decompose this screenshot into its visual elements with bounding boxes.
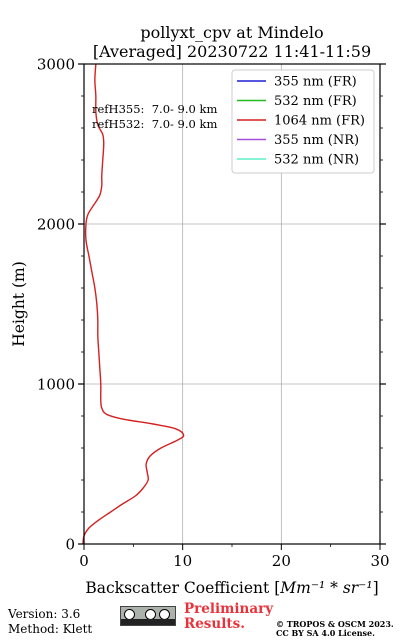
cc-license-icon <box>120 606 176 626</box>
y-axis-label: Height (m) <box>10 261 28 347</box>
x-axis-label: Backscatter Coefficient [Mm⁻¹ * sr⁻¹] <box>85 579 378 597</box>
y-tick-label: 3000 <box>37 56 75 74</box>
legend-entry-label: 355 nm (FR) <box>274 75 357 90</box>
preliminary-line1: Preliminary <box>184 601 274 617</box>
series-layer <box>82 63 185 545</box>
axis-ticks <box>78 63 386 550</box>
chart-title-line1: pollyxt_cpv at Mindelo <box>140 23 323 42</box>
x-axis-label-suffix: ] <box>373 579 379 597</box>
copyright-line1: © TROPOS & OSCM 2023. <box>276 619 394 629</box>
version-text: Version: 3.6 <box>8 607 81 621</box>
copyright-line2: CC BY SA 4.0 License. <box>276 628 375 638</box>
tick-labels: 0 10 20 30 0 1000 2000 3000 <box>37 56 390 571</box>
x-tick-label: 20 <box>272 552 291 570</box>
x-tick-label: 0 <box>79 552 89 570</box>
copyright-text: © TROPOS & OSCM 2023. CC BY SA 4.0 Licen… <box>276 620 394 638</box>
y-tick-label: 1000 <box>37 376 75 394</box>
y-tick-label: 2000 <box>37 216 75 234</box>
y-tick-label: 0 <box>65 536 75 554</box>
x-axis-label-prefix: Backscatter Coefficient [ <box>85 579 280 597</box>
x-tick-label: 30 <box>370 552 389 570</box>
legend-entry-label: 355 nm (NR) <box>274 133 359 148</box>
x-tick-label: 10 <box>173 552 192 570</box>
legend-entry-label: 1064 nm (FR) <box>274 114 365 129</box>
annotation-refh532: refH532: 7.0- 9.0 km <box>92 117 217 131</box>
legend-entry-label: 532 nm (FR) <box>274 94 357 109</box>
annotation-refh355: refH355: 7.0- 9.0 km <box>92 102 217 116</box>
legend: 355 nm (FR) 532 nm (FR) 1064 nm (FR) 355 nm… <box>231 69 375 174</box>
legend-entry-label: 532 nm (NR) <box>274 153 359 168</box>
x-axis-label-unit: Mm⁻¹ * sr⁻¹ <box>279 579 372 597</box>
preliminary-results-text: Preliminary Results. <box>184 602 273 632</box>
chart-title-line2: [Averaged] 20230722 11:41-11:59 <box>93 42 371 61</box>
legend-box <box>231 69 375 174</box>
series-line <box>82 63 185 545</box>
method-text: Method: Klett <box>8 622 93 636</box>
chart: pollyxt_cpv at Mindelo [Averaged] 202307… <box>10 23 390 597</box>
cc-badge-strip <box>121 619 175 625</box>
preliminary-line2: Results. <box>184 616 245 632</box>
